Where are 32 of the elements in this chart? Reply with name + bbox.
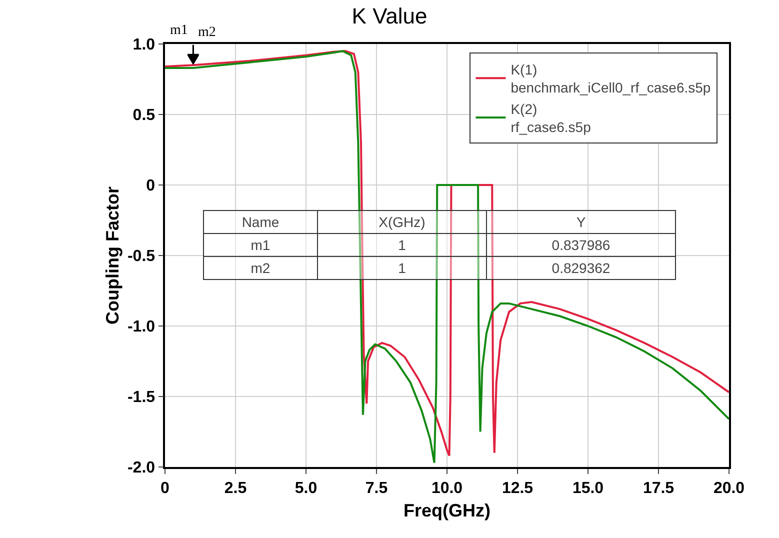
annotation: 1	[318, 234, 486, 256]
x-tick-label: 0	[160, 480, 170, 497]
annotation: m2	[198, 25, 216, 40]
annotation: m1	[204, 234, 318, 256]
annotation: X(GHz)	[318, 210, 486, 234]
x-tick-label: 5.0	[294, 480, 318, 497]
x-tick-label: 17.5	[642, 480, 674, 497]
x-tick-label: 15.0	[572, 480, 604, 497]
annotation: Name	[204, 210, 318, 234]
y-tick-label: 0.5	[132, 107, 156, 124]
chart-title: K Value	[352, 3, 428, 28]
y-tick-label: -0.5	[127, 248, 156, 266]
annotation: 0.829362	[486, 256, 676, 280]
legend-label: K(2) rf_case6.s5p	[510, 100, 592, 136]
annotation: 0.837986	[486, 234, 676, 256]
legend-label: K(1) benchmark_iCell0_rf_case6.s5p	[510, 62, 711, 96]
y-tick-label: 0	[146, 178, 156, 195]
y-tick-label: -1.0	[127, 318, 156, 336]
y-tick-label: -2.0	[127, 460, 156, 477]
annotation: m2	[204, 256, 318, 280]
x-tick-label: 7.5	[365, 480, 388, 497]
annotation: 1	[318, 256, 486, 280]
x-tick-label: 12.5	[502, 480, 534, 497]
x-tick-label: 20.0	[713, 480, 745, 497]
annotation: Y	[486, 210, 676, 234]
y-tick-label: -1.5	[127, 389, 156, 406]
y-axis-title: Coupling Factor	[102, 186, 122, 324]
x-axis-title: Freq(GHz)	[404, 500, 490, 521]
y-tick-label: 1.0	[132, 36, 156, 54]
x-tick-label: 10.0	[431, 480, 463, 497]
x-tick-label: 2.5	[224, 480, 247, 497]
annotation: m1	[170, 23, 188, 38]
